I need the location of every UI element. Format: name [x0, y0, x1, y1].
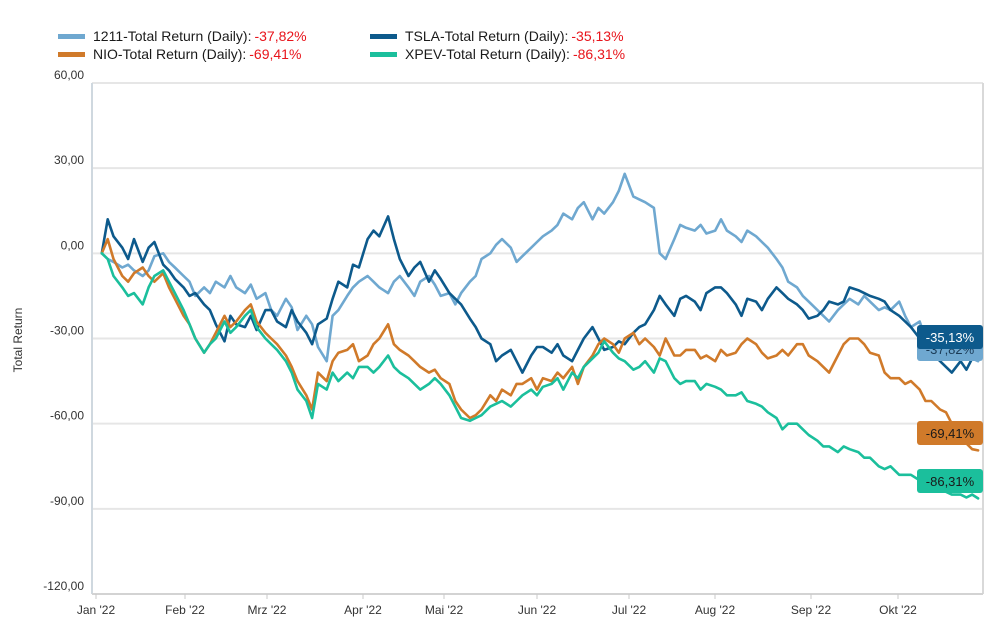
series-lines — [100, 172, 980, 500]
x-axis: Jan '22 Feb '22 Mrz '22 Apr '22 Mai '22 Jun '… — [77, 594, 917, 617]
legend-item-tsla[interactable]: TSLA-Total Return (Daily): -35,13% — [370, 27, 624, 46]
end-label-box — [917, 469, 983, 493]
x-tick-label: Mai '22 — [425, 603, 464, 617]
x-tick-label: Jan '22 — [77, 603, 116, 617]
series-line-xpev — [100, 252, 980, 500]
end-label-text: -69,41% — [926, 426, 975, 441]
y-axis: 60,00 30,00 0,00 -30,00 -60,00 -90,00 -120,00 — [43, 68, 84, 593]
y-axis-title: Total Return — [11, 308, 25, 373]
x-tick-label: Mrz '22 — [248, 603, 287, 617]
legend-swatch-xpev — [370, 52, 397, 57]
legend-item-nio[interactable]: NIO-Total Return (Daily): -69,41% — [58, 45, 301, 64]
y-tick-label: 30,00 — [54, 153, 84, 167]
x-tick-label: Feb '22 — [165, 603, 205, 617]
legend-label-xpev: XPEV-Total Return (Daily): — [405, 46, 570, 62]
legend-label-1211: 1211-Total Return (Daily): — [93, 28, 252, 44]
x-tick-label: Aug '22 — [695, 603, 736, 617]
legend-value-nio: -69,41% — [249, 46, 302, 62]
y-tick-label: -90,00 — [50, 494, 84, 508]
x-tick-label: Apr '22 — [344, 603, 382, 617]
x-tick-label: Sep '22 — [791, 603, 832, 617]
legend-swatch-nio — [58, 52, 85, 57]
end-label-box — [917, 325, 983, 349]
end-label-tsla: -35,13% — [917, 325, 983, 349]
end-label-box — [917, 421, 983, 445]
series-line-nio — [100, 237, 980, 452]
y-tick-label: -30,00 — [50, 324, 84, 338]
legend-swatch-1211 — [58, 34, 85, 39]
legend-item-xpev[interactable]: XPEV-Total Return (Daily): -86,31% — [370, 45, 625, 64]
series-line-tsla — [100, 215, 980, 374]
y-tick-label: 0,00 — [61, 238, 85, 252]
y-tick-label: -60,00 — [50, 409, 84, 423]
legend-item-1211[interactable]: 1211-Total Return (Daily): -37,82% — [58, 27, 307, 46]
y-tick-label: -120,00 — [43, 579, 84, 593]
x-tick-label: Jul '22 — [612, 603, 647, 617]
legend-label-nio: NIO-Total Return (Daily): — [93, 46, 247, 62]
legend-swatch-tsla — [370, 34, 397, 39]
x-tick-label: Okt '22 — [879, 603, 917, 617]
legend-label-tsla: TSLA-Total Return (Daily): — [405, 28, 569, 44]
series-line-1211 — [100, 172, 980, 363]
end-label-text: -86,31% — [926, 474, 975, 489]
x-tick-label: Jun '22 — [518, 603, 557, 617]
y-tick-label: 60,00 — [54, 68, 84, 82]
end-label-text: -35,13% — [926, 330, 975, 345]
legend-value-1211: -37,82% — [254, 28, 307, 44]
grid-lines — [91, 82, 984, 595]
legend-value-xpev: -86,31% — [572, 46, 626, 62]
end-labels: -37,82%-35,13%-69,41%-86,31% — [917, 325, 983, 493]
end-label-nio: -69,41% — [917, 421, 983, 445]
legend-value-tsla: -35,13% — [571, 28, 624, 44]
end-label-xpev: -86,31% — [917, 469, 983, 493]
